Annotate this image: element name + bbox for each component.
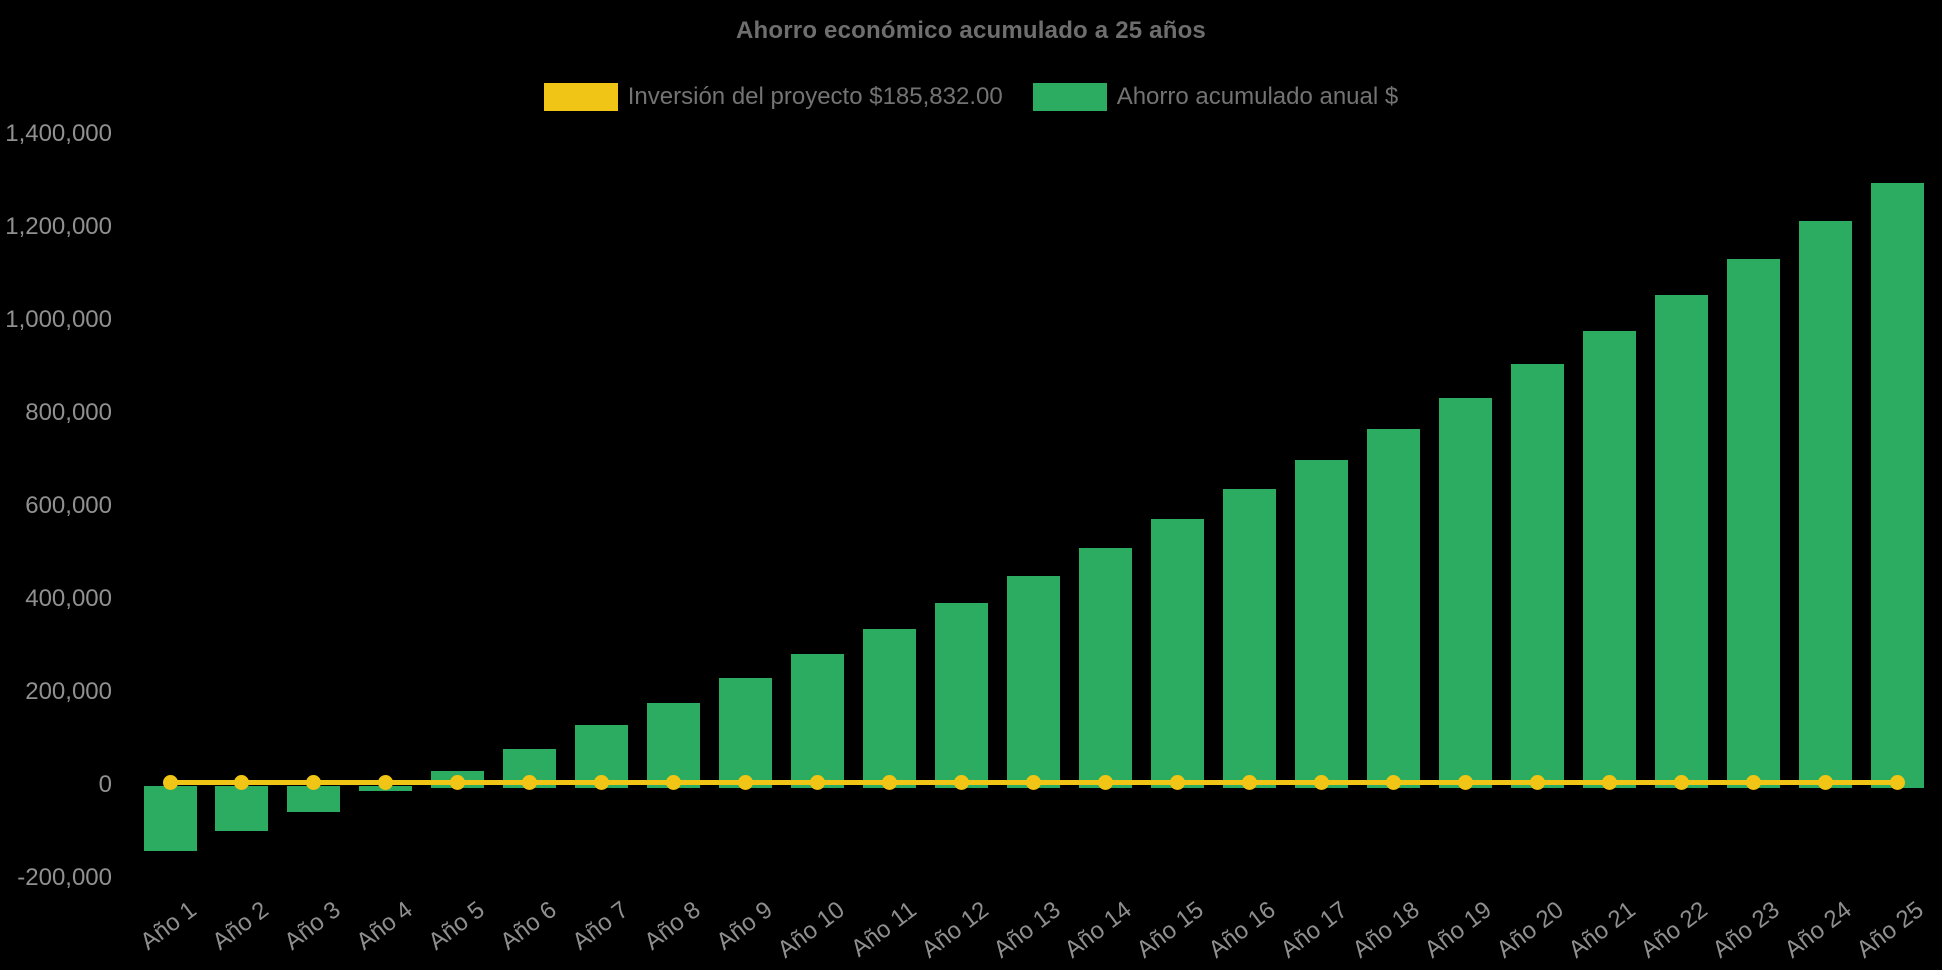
bar-año-2 — [215, 786, 269, 832]
y-tick-label: 1,000,000 — [5, 305, 112, 333]
investment-line-marker-icon — [234, 775, 250, 790]
y-tick-label: -200,000 — [17, 864, 112, 892]
investment-line-marker-icon — [1313, 775, 1329, 790]
bar-año-15 — [1150, 518, 1204, 788]
y-tick-label: 1,200,000 — [5, 212, 112, 240]
y-tick-label: 400,000 — [25, 584, 112, 612]
y-tick-label: 0 — [98, 771, 112, 798]
investment-line-marker-icon — [522, 775, 538, 790]
y-tick-label: 800,000 — [25, 398, 112, 426]
investment-line-marker-icon — [1601, 775, 1617, 790]
investment-line-marker-icon — [450, 775, 466, 790]
bar-año-25 — [1870, 182, 1924, 788]
investment-line-marker-icon — [810, 775, 826, 790]
legend-label-investment: Inversión del proyecto $185,832.00 — [627, 83, 1003, 110]
investment-line-marker-icon — [378, 775, 394, 790]
bar-año-23 — [1726, 258, 1780, 788]
bar-año-17 — [1294, 460, 1348, 788]
investment-line-marker-icon — [954, 775, 970, 790]
chart-title: Ahorro económico acumulado a 25 años — [736, 17, 1206, 44]
legend: Inversión del proyecto $185,832.00 Ahorr… — [0, 83, 1942, 111]
bar-año-1 — [143, 786, 197, 852]
bar-año-16 — [1222, 489, 1276, 788]
legend-swatch-investment-icon — [543, 83, 618, 111]
investment-line-marker-icon — [1673, 775, 1689, 790]
bar-año-11 — [863, 628, 917, 788]
y-tick-label: 200,000 — [25, 677, 112, 705]
bar-año-24 — [1798, 221, 1852, 788]
bar-año-18 — [1366, 429, 1420, 788]
legend-label-savings: Ahorro acumulado anual $ — [1116, 83, 1399, 110]
investment-line-marker-icon — [882, 775, 898, 790]
bar-año-21 — [1582, 330, 1636, 788]
investment-line-marker-icon — [1169, 775, 1185, 790]
investment-line-marker-icon — [306, 775, 322, 790]
investment-line-marker-icon — [738, 775, 754, 790]
investment-line-marker-icon — [594, 775, 610, 790]
y-tick-label: 1,400,000 — [5, 119, 112, 147]
bar-año-9 — [719, 678, 773, 788]
investment-line-marker-icon — [1529, 775, 1545, 790]
investment-line-marker-icon — [1385, 775, 1401, 790]
investment-line-marker-icon — [1457, 775, 1473, 790]
investment-line-marker-icon — [1745, 775, 1761, 790]
legend-item-investment[interactable]: Inversión del proyecto $185,832.00 — [543, 83, 1003, 111]
bar-año-13 — [1007, 576, 1060, 788]
bar-año-14 — [1078, 547, 1132, 788]
bar-año-10 — [791, 653, 845, 788]
legend-item-savings[interactable]: Ahorro acumulado anual $ — [1032, 83, 1399, 111]
investment-line-marker-icon — [1026, 775, 1041, 790]
legend-swatch-savings-icon — [1032, 83, 1107, 111]
investment-line-marker-icon — [1817, 775, 1833, 790]
y-tick-label: 600,000 — [25, 491, 112, 519]
investment-line-marker-icon — [1241, 775, 1257, 790]
bar-año-3 — [287, 786, 341, 812]
bar-año-8 — [647, 702, 701, 788]
bar-año-20 — [1510, 364, 1564, 788]
bar-año-19 — [1438, 397, 1492, 788]
investment-line-marker-icon — [162, 775, 178, 790]
investment-line-marker-icon — [1889, 775, 1905, 790]
bar-año-12 — [935, 603, 989, 788]
investment-line-marker-icon — [666, 775, 682, 790]
bar-año-22 — [1654, 295, 1708, 788]
investment-line-marker-icon — [1097, 775, 1113, 790]
